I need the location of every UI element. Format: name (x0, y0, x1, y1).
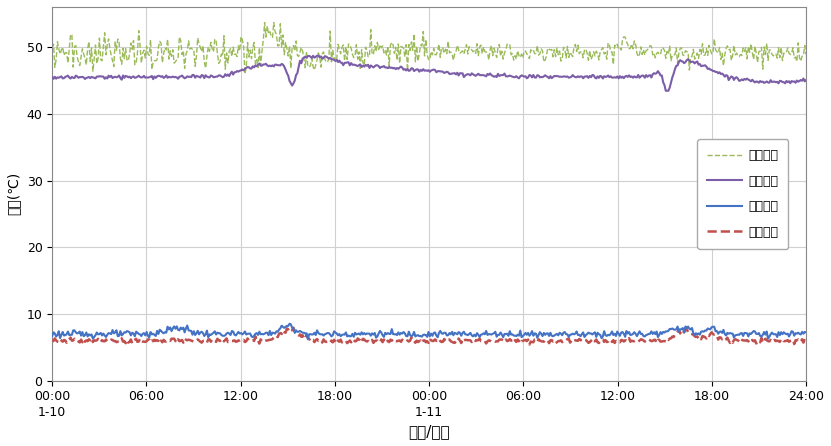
온실공급 (240, 71, 250, 77)
지열공급 (52, 334, 61, 339)
온실환수 (801, 77, 811, 83)
지열환수 (524, 342, 534, 347)
온실공급 (558, 45, 568, 50)
Y-axis label: 온도(℃): 온도(℃) (7, 172, 21, 215)
지열공급 (313, 330, 323, 335)
온실환수 (661, 88, 671, 93)
온실환수 (558, 74, 568, 79)
온실환수 (47, 74, 57, 79)
온실공급 (708, 50, 718, 56)
지열환수 (288, 325, 298, 330)
Line: 지열공급: 지열공급 (52, 324, 806, 339)
온실환수 (708, 68, 718, 74)
지열환수 (312, 336, 322, 342)
지열환수 (708, 331, 718, 337)
지열공급 (801, 330, 811, 335)
온실환수 (313, 53, 323, 58)
온실공급 (259, 20, 269, 25)
온실환수 (52, 76, 61, 81)
온실공급 (313, 50, 323, 56)
Line: 온실공급: 온실공급 (52, 23, 806, 74)
온실공급 (760, 52, 770, 57)
Line: 온실환수: 온실환수 (52, 56, 806, 91)
지열공급 (760, 332, 770, 337)
Legend: 온실공급, 온실환수, 지열공급, 지열환수: 온실공급, 온실환수, 지열공급, 지열환수 (697, 139, 789, 248)
온실공급 (801, 52, 811, 57)
지열공급 (504, 333, 514, 339)
지열공급 (708, 324, 718, 329)
온실환수 (760, 80, 770, 85)
지열공급 (558, 330, 568, 335)
온실공급 (52, 57, 61, 62)
지열환수 (52, 338, 61, 343)
지열환수 (47, 339, 57, 344)
지열환수 (558, 339, 568, 344)
온실공급 (504, 42, 514, 48)
지열공급 (47, 333, 57, 339)
온실환수 (311, 54, 321, 59)
지열환수 (502, 339, 512, 344)
온실공급 (47, 45, 57, 50)
지열환수 (801, 335, 811, 340)
X-axis label: 날짜/시간: 날짜/시간 (408, 424, 450, 439)
온실환수 (502, 74, 512, 79)
Line: 지열환수: 지열환수 (52, 328, 806, 344)
지열환수 (760, 336, 770, 341)
지열공급 (302, 336, 312, 342)
지열공급 (284, 321, 294, 326)
